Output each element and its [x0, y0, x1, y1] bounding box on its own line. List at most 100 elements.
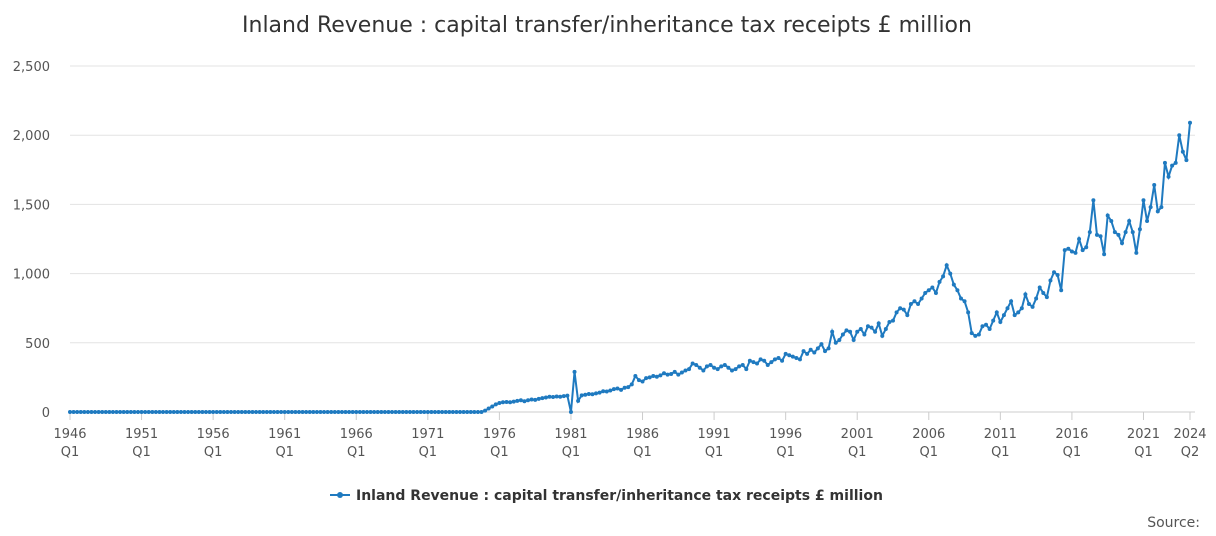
data-point	[121, 410, 126, 414]
data-point	[103, 410, 108, 414]
data-point	[89, 410, 94, 414]
data-point	[1180, 149, 1185, 154]
data-point	[948, 271, 953, 276]
data-point	[150, 410, 155, 414]
data-point	[894, 310, 899, 315]
data-point	[458, 410, 463, 414]
data-point	[844, 328, 849, 333]
data-point	[357, 410, 362, 414]
data-point	[873, 329, 878, 334]
data-point	[636, 378, 641, 383]
data-point	[468, 410, 473, 414]
data-point	[221, 410, 226, 414]
data-point	[143, 410, 148, 414]
data-point	[565, 393, 570, 398]
y-tick-label: 1,500	[13, 198, 50, 213]
data-point	[361, 410, 366, 414]
data-point	[1130, 230, 1135, 235]
data-point	[1137, 227, 1142, 232]
data-point	[755, 361, 760, 366]
data-point	[1087, 230, 1092, 235]
data-point	[941, 274, 946, 279]
data-point	[998, 320, 1003, 325]
data-point	[157, 410, 162, 414]
data-point	[1091, 198, 1096, 203]
data-point	[547, 394, 552, 399]
source: Source:	[1147, 515, 1200, 531]
data-point	[944, 263, 949, 268]
data-point	[415, 410, 420, 414]
data-point	[962, 299, 967, 304]
data-point	[1141, 198, 1146, 203]
data-point	[71, 410, 76, 414]
data-point	[1188, 120, 1192, 125]
data-point	[350, 410, 355, 414]
data-point	[704, 364, 709, 369]
data-point	[712, 365, 717, 370]
x-tick-label: 1981 Q1	[554, 427, 587, 460]
data-point	[1162, 160, 1167, 165]
data-point	[407, 410, 412, 414]
y-tick-label: 2,000	[13, 129, 50, 144]
data-point	[1041, 290, 1046, 295]
data-point	[1077, 237, 1082, 241]
data-point	[930, 285, 935, 290]
data-point	[436, 410, 441, 414]
data-point	[966, 310, 971, 315]
data-point	[1123, 230, 1128, 235]
data-point	[1184, 158, 1189, 163]
data-point	[447, 410, 452, 414]
data-point	[1112, 230, 1117, 235]
data-point	[139, 410, 144, 414]
data-point	[372, 410, 377, 414]
data-point	[85, 410, 90, 414]
data-point	[626, 385, 631, 390]
data-point	[211, 410, 216, 414]
data-point	[461, 410, 466, 414]
data-point	[1159, 205, 1164, 210]
data-point	[633, 374, 638, 379]
data-point	[465, 410, 470, 414]
legend-marker	[337, 492, 343, 498]
data-point	[1005, 306, 1010, 311]
data-point	[440, 410, 445, 414]
data-point	[543, 395, 548, 400]
x-tick-label: 1976 Q1	[483, 427, 516, 460]
data-point	[1016, 310, 1021, 315]
data-point	[590, 392, 595, 397]
data-point	[536, 396, 541, 401]
data-point	[271, 410, 276, 414]
data-point	[100, 410, 105, 414]
data-point	[994, 310, 999, 315]
data-point	[311, 410, 316, 414]
data-point	[78, 410, 83, 414]
data-point	[193, 410, 198, 414]
data-point	[958, 296, 963, 301]
data-point	[955, 288, 960, 293]
data-point	[869, 325, 874, 330]
data-point	[282, 410, 287, 414]
data-point	[526, 398, 531, 403]
data-point	[486, 406, 491, 411]
data-point	[382, 410, 387, 414]
data-point	[830, 329, 835, 334]
data-point	[1094, 232, 1099, 237]
data-point	[314, 410, 319, 414]
data-point	[576, 398, 581, 403]
data-point	[751, 360, 756, 365]
data-point	[669, 371, 674, 376]
data-point	[429, 410, 434, 414]
data-point	[533, 397, 538, 402]
data-point	[665, 372, 670, 377]
data-point	[1177, 133, 1182, 138]
data-point	[1166, 174, 1171, 179]
data-point	[916, 302, 921, 307]
data-point	[1152, 183, 1157, 188]
data-point	[1148, 205, 1153, 210]
data-point	[207, 410, 212, 414]
data-point	[393, 410, 398, 414]
x-tick-label: 1966 Q1	[340, 427, 373, 460]
data-point	[604, 389, 609, 394]
data-point	[1098, 234, 1103, 239]
data-point	[833, 340, 838, 345]
